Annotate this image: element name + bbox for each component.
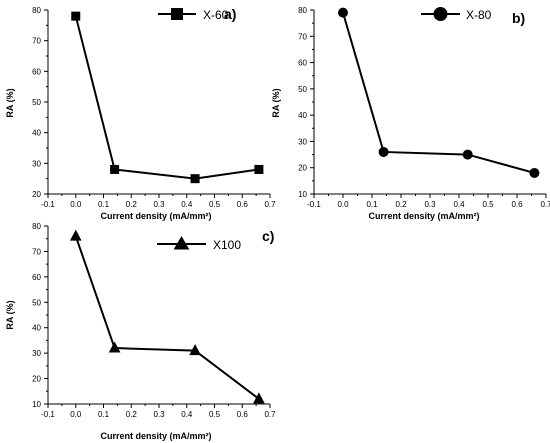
data-point-2 xyxy=(108,341,121,353)
x-tick-label: 0.0 xyxy=(337,200,349,209)
legend: X100 xyxy=(157,236,241,252)
x-tick-label: 0.3 xyxy=(424,200,436,209)
data-point-3 xyxy=(190,174,200,184)
y-tick-label: 80 xyxy=(298,6,307,15)
legend: X-80 xyxy=(421,7,492,22)
data-point-4 xyxy=(254,164,264,174)
x-tick-label: 0.7 xyxy=(264,200,276,209)
y-tick-label: 30 xyxy=(32,159,41,168)
y-axis-title: RA (%) xyxy=(5,88,15,117)
legend-label: X-80 xyxy=(466,8,492,22)
chart-panel-1: -0.1 0.0 0.1 0.2 0.3 0.4 0.5 0.6 0.7 20 30 40 50 60 70… xyxy=(5,6,276,221)
x-tick-label: 0.7 xyxy=(540,200,550,209)
x-tick-label: 0.6 xyxy=(237,200,249,209)
data-point-4 xyxy=(529,167,540,178)
x-tick-label: 0.0 xyxy=(70,410,82,419)
legend-label: X-60 xyxy=(203,8,229,22)
x-axis-title: Current density (mA/mm²) xyxy=(100,211,211,221)
y-tick-label: 80 xyxy=(32,6,41,15)
y-tick-label: 70 xyxy=(32,247,41,256)
x-tick-label: 0.1 xyxy=(366,200,378,209)
x-tick-label: 0.5 xyxy=(209,410,221,419)
x-tick-label: 0.6 xyxy=(237,410,249,419)
data-point-1 xyxy=(71,11,81,21)
y-tick-label: 20 xyxy=(298,164,307,173)
x-tick-label: 0.7 xyxy=(264,410,276,419)
legend-marker xyxy=(433,7,448,21)
data-point-2 xyxy=(378,146,389,157)
y-tick-label: 70 xyxy=(32,37,41,46)
series-line xyxy=(74,15,260,180)
y-tick-label: 70 xyxy=(298,32,307,41)
y-tick-label: 50 xyxy=(32,298,41,307)
x-tick-label: -0.1 xyxy=(41,200,55,209)
x-tick-label: 0.5 xyxy=(482,200,494,209)
data-point-1 xyxy=(338,7,348,18)
y-tick-label: 40 xyxy=(298,111,307,120)
x-tick-label: 0.3 xyxy=(153,200,165,209)
y-tick-label: 60 xyxy=(32,67,41,76)
x-tick-label: 0.1 xyxy=(98,410,110,419)
y-tick-label: 10 xyxy=(298,190,307,199)
series-line xyxy=(342,12,535,174)
x-tick-label: 0.4 xyxy=(453,200,465,209)
data-point-1 xyxy=(69,229,82,241)
x-tick-label: 0.2 xyxy=(126,410,138,419)
y-axis-title: RA (%) xyxy=(5,300,15,329)
y-tick-label: 20 xyxy=(32,375,41,384)
x-tick-label: 0.2 xyxy=(395,200,407,209)
legend-label: X100 xyxy=(213,238,241,252)
x-axis-title: Current density (mA/mm²) xyxy=(100,431,211,441)
x-tick-label: -0.1 xyxy=(41,410,55,419)
y-tick-label: 80 xyxy=(32,222,41,231)
legend-marker xyxy=(171,8,183,20)
data-point-4 xyxy=(253,392,265,404)
legend: X-60 xyxy=(158,8,229,22)
panel-label: c) xyxy=(262,228,274,244)
data-point-2 xyxy=(110,164,120,174)
series-line xyxy=(74,235,260,400)
x-tick-label: 0.5 xyxy=(209,200,221,209)
data-point-3 xyxy=(462,149,473,160)
x-tick-label: 0.0 xyxy=(70,200,82,209)
panel-label: b) xyxy=(512,10,525,26)
y-tick-label: 10 xyxy=(32,400,41,409)
y-tick-label: 60 xyxy=(32,273,41,282)
y-tick-label: 40 xyxy=(32,324,41,333)
chart-panel-2: -0.1 0.0 0.1 0.2 0.3 0.4 0.5 0.6 0.7 10 20 30 40 50 60… xyxy=(271,6,550,221)
y-tick-label: 20 xyxy=(32,190,41,199)
y-tick-label: 30 xyxy=(32,349,41,358)
data-point-3 xyxy=(189,344,201,356)
x-tick-label: 0.4 xyxy=(181,410,193,419)
x-tick-label: 0.1 xyxy=(98,200,110,209)
legend-marker xyxy=(173,236,190,250)
y-tick-label: 40 xyxy=(32,129,41,138)
x-tick-label: 0.3 xyxy=(153,410,165,419)
y-axis-title: RA (%) xyxy=(271,88,281,117)
panel-label: a) xyxy=(224,6,236,22)
x-tick-label: 0.6 xyxy=(511,200,523,209)
y-tick-label: 30 xyxy=(298,137,307,146)
y-tick-label: 50 xyxy=(298,85,307,94)
y-tick-label: 50 xyxy=(32,98,41,107)
x-tick-label: 0.2 xyxy=(126,200,138,209)
y-tick-label: 60 xyxy=(298,59,307,68)
x-axis-title: Current density (mA/mm²) xyxy=(368,211,479,221)
chart-panel-3: -0.1 0.0 0.1 0.2 0.3 0.4 0.5 0.6 0.7 10 20 30 40 50 60… xyxy=(5,222,276,441)
x-tick-label: -0.1 xyxy=(307,200,321,209)
x-tick-label: 0.4 xyxy=(181,200,193,209)
